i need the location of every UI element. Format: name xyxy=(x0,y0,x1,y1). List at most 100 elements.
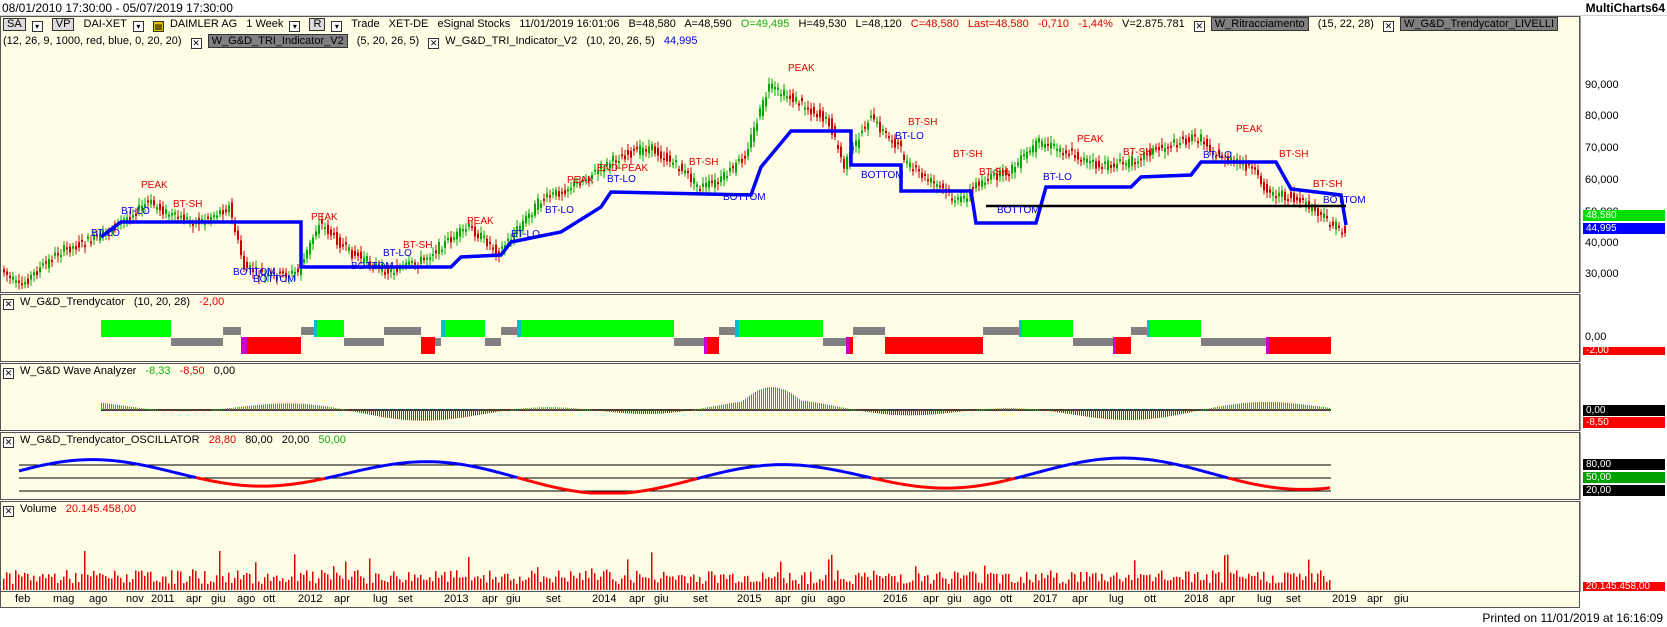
r-button[interactable]: R xyxy=(309,18,326,31)
osc-line xyxy=(216,480,221,484)
volume-bar xyxy=(258,581,260,590)
volume-panel[interactable]: ✕ Volume 20.145.458,00 xyxy=(0,501,1580,592)
wave-axis[interactable]: 0,00 -8,50 xyxy=(1580,363,1667,431)
wave-bar xyxy=(739,401,740,410)
candle-body xyxy=(90,241,92,244)
volume-bar xyxy=(906,583,908,590)
wave-bar xyxy=(721,404,722,410)
close-study-icon[interactable]: ✕ xyxy=(3,368,14,379)
time-axis-label: ago xyxy=(827,593,846,605)
wave-bar xyxy=(849,408,850,410)
close-study-icon[interactable]: ✕ xyxy=(3,437,14,448)
close-study-icon[interactable]: ✕ xyxy=(190,38,202,49)
chart-annotation: BOTTOM xyxy=(723,192,766,203)
trend-block xyxy=(885,337,983,354)
wave-bar xyxy=(919,410,920,416)
sa-button[interactable]: SA xyxy=(3,18,26,31)
close-study-icon[interactable]: ✕ xyxy=(428,38,440,49)
candle-body xyxy=(1041,141,1043,147)
close-study-icon[interactable]: ✕ xyxy=(1383,21,1395,32)
wave-bar xyxy=(1121,410,1122,420)
volume-bar xyxy=(555,576,557,590)
candle-body xyxy=(360,251,362,259)
candle-body xyxy=(792,93,794,103)
osc-line xyxy=(882,478,887,483)
r-dropdown-icon[interactable]: ▾ xyxy=(331,21,343,32)
volume-bar xyxy=(1155,577,1157,590)
volume-bar xyxy=(1170,579,1172,590)
osc-line xyxy=(1041,469,1046,473)
close-study-icon[interactable]: ✕ xyxy=(1193,21,1205,32)
volume-axis[interactable]: 20.145.458,00 xyxy=(1580,501,1667,592)
time-axis[interactable]: feb mag ago nov 2011 apr giu ago ott 2012 apr lug se… xyxy=(0,592,1580,608)
volume-bar xyxy=(513,578,515,590)
sa-dropdown-icon[interactable]: ▾ xyxy=(31,21,43,32)
price-axis[interactable]: 90,000 80,000 70,000 60,000 50,000 40,00… xyxy=(1580,16,1667,293)
osc-line xyxy=(858,473,863,478)
wave-bar xyxy=(1003,408,1004,410)
wave-bar xyxy=(403,410,404,420)
oscillator-panel[interactable]: ✕ W_G&D_Trendycator_OSCILLATOR 28,80 80,0… xyxy=(0,432,1580,500)
study1-name[interactable]: W_Ritracciamento xyxy=(1210,17,1309,31)
volume-bar xyxy=(993,573,995,590)
candle-body xyxy=(384,271,386,275)
candle-body xyxy=(153,200,155,206)
wave-bar xyxy=(697,409,698,411)
wave-bar xyxy=(409,410,410,421)
candle-body xyxy=(675,160,677,163)
price-panel[interactable]: PEAK BT-SH BT-LO BT-LO BOTTOM BOTTOM PEAK BOTTO… xyxy=(0,16,1580,293)
study4-name[interactable]: W_G&D_TRI_Indicator_V2 xyxy=(445,35,578,47)
wave-bar xyxy=(705,407,706,410)
trendycator-axis[interactable]: 0,00 -2,00 xyxy=(1580,294,1667,362)
study2-name[interactable]: W_G&D_Trendycator_LIVELLI xyxy=(1400,17,1559,31)
close-study-icon[interactable]: ✕ xyxy=(3,506,14,517)
volume-bar xyxy=(9,573,11,590)
color-swatch-icon[interactable]: ▤ xyxy=(152,21,164,32)
chart-annotation: PEAK xyxy=(141,180,168,191)
osc-line xyxy=(1026,473,1031,477)
volume-bar xyxy=(1200,580,1202,590)
volume-bar xyxy=(537,567,539,590)
candle-body xyxy=(1197,141,1199,144)
vp-button[interactable]: VP xyxy=(51,18,75,31)
wave-bar xyxy=(477,410,478,416)
volume-bar xyxy=(1083,581,1085,590)
osc-line xyxy=(333,474,338,478)
oscillator-axis[interactable]: 80,00 50,00 20,00 xyxy=(1580,432,1667,500)
candle-body xyxy=(1104,161,1106,164)
wave-bar xyxy=(699,408,700,410)
wave-bar xyxy=(675,410,676,413)
wave-bar xyxy=(371,410,372,415)
osc-line xyxy=(687,478,692,483)
close-study-icon[interactable]: ✕ xyxy=(3,299,14,310)
trend-block xyxy=(823,338,846,346)
candle-body xyxy=(63,245,65,252)
symbol-dropdown-icon[interactable]: ▾ xyxy=(132,21,144,32)
candle-body xyxy=(486,238,488,247)
wave-bar xyxy=(1047,410,1048,411)
wave-bar xyxy=(1113,410,1114,420)
candle-body xyxy=(1089,160,1091,163)
candle-body xyxy=(231,202,233,218)
wave-bar xyxy=(867,410,868,412)
wave-bar xyxy=(127,406,128,410)
study3-name[interactable]: W_G&D_TRI_Indicator_V2 xyxy=(207,34,348,48)
candle-body xyxy=(1077,151,1079,160)
wave-bar xyxy=(745,398,746,410)
wave-bar xyxy=(1137,410,1138,420)
trendycator-panel[interactable]: ✕ W_G&D_Trendycator (10, 20, 28) -2,00 xyxy=(0,294,1580,362)
wave-panel[interactable]: ✕ W_G&D Wave Analyzer -8,33 -8,50 0,00 xyxy=(0,363,1580,431)
wave-bar xyxy=(1079,410,1080,416)
volume-bar xyxy=(1209,583,1211,590)
osc-line xyxy=(825,466,830,471)
interval-dropdown-icon[interactable]: ▾ xyxy=(289,21,301,32)
wave-bar xyxy=(833,405,834,410)
wave-bar xyxy=(913,410,914,416)
wave-bar xyxy=(973,410,974,411)
wave-bar xyxy=(1017,408,1018,410)
time-axis-label: 2018 xyxy=(1184,593,1209,605)
wave-bar xyxy=(221,409,222,411)
candle-body xyxy=(780,94,782,97)
volume-bar xyxy=(882,578,884,590)
wave-bar xyxy=(1211,407,1212,410)
